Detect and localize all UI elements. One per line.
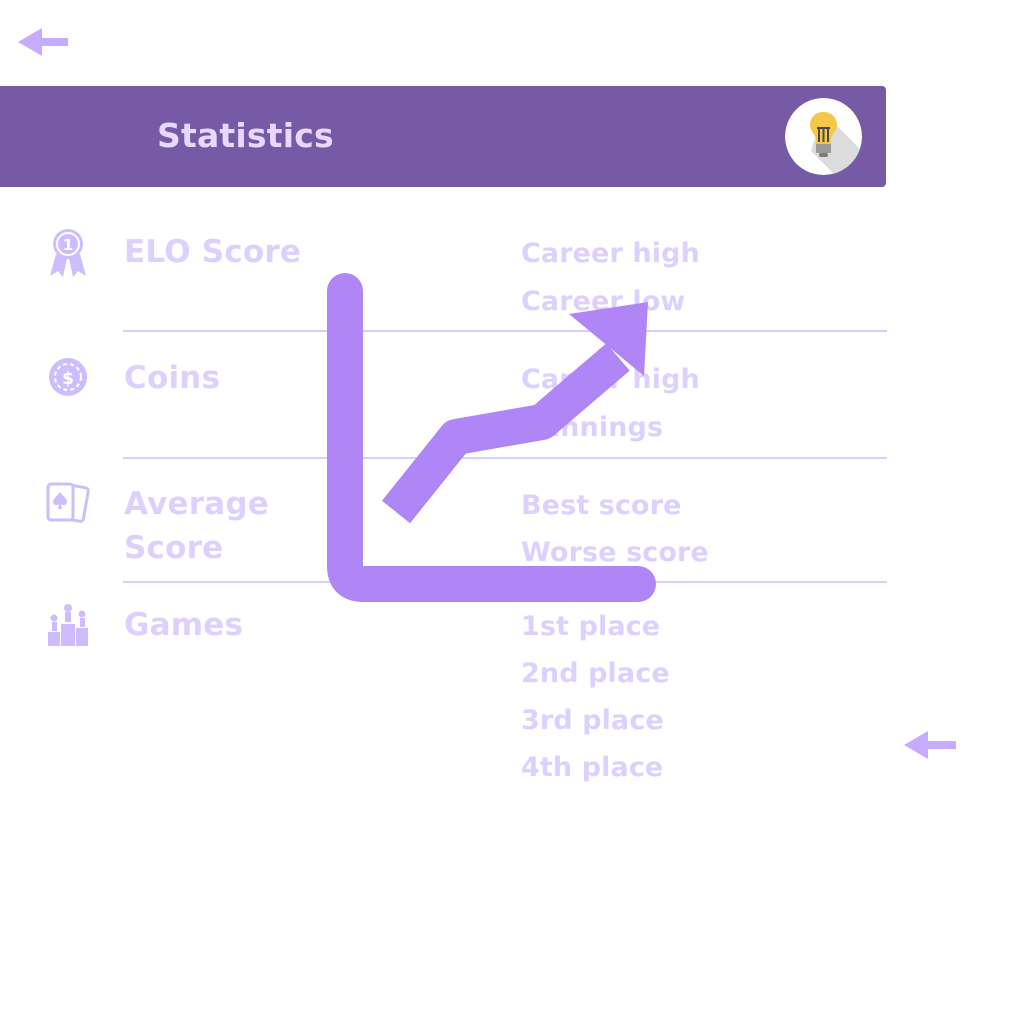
stat-career-high: Career high xyxy=(521,364,700,395)
hint-button[interactable] xyxy=(785,98,862,175)
section-label-elo-score: ELO Score xyxy=(124,234,302,270)
stat-career-low: Career low xyxy=(521,286,686,317)
stat-best-score: Best score xyxy=(521,490,682,521)
divider xyxy=(123,330,887,332)
stat-1st-place: 1st place xyxy=(521,611,661,642)
lightbulb-icon xyxy=(785,98,862,175)
medal-ribbon-icon: 1 xyxy=(44,226,92,278)
stat-worse-score: Worse score xyxy=(521,537,709,568)
section-label-line: Average xyxy=(124,486,269,522)
divider xyxy=(123,581,887,583)
page-title: Statistics xyxy=(157,116,334,155)
stat-winnings: Winnings xyxy=(521,412,664,443)
back-arrow-button[interactable] xyxy=(902,728,960,762)
coin-icon: $ xyxy=(44,352,92,404)
section-label-coins: Coins xyxy=(124,360,221,396)
stat-3rd-place: 3rd place xyxy=(521,705,664,736)
divider xyxy=(123,457,887,459)
section-label-games: Games xyxy=(124,607,244,643)
svg-text:$: $ xyxy=(62,369,74,389)
section-label-line: Score xyxy=(124,530,224,566)
back-button[interactable] xyxy=(16,24,72,60)
header-bar: Statistics xyxy=(0,86,886,187)
stat-career-high: Career high xyxy=(521,238,700,269)
playing-cards-icon xyxy=(44,480,92,532)
arrow-left-icon xyxy=(18,28,68,56)
svg-text:1: 1 xyxy=(63,236,73,254)
section-label-average-score: Average Score xyxy=(124,482,424,570)
arrow-left-icon xyxy=(904,731,956,759)
stat-4th-place: 4th place xyxy=(521,752,664,783)
stat-2nd-place: 2nd place xyxy=(521,658,670,689)
podium-icon xyxy=(44,600,92,652)
